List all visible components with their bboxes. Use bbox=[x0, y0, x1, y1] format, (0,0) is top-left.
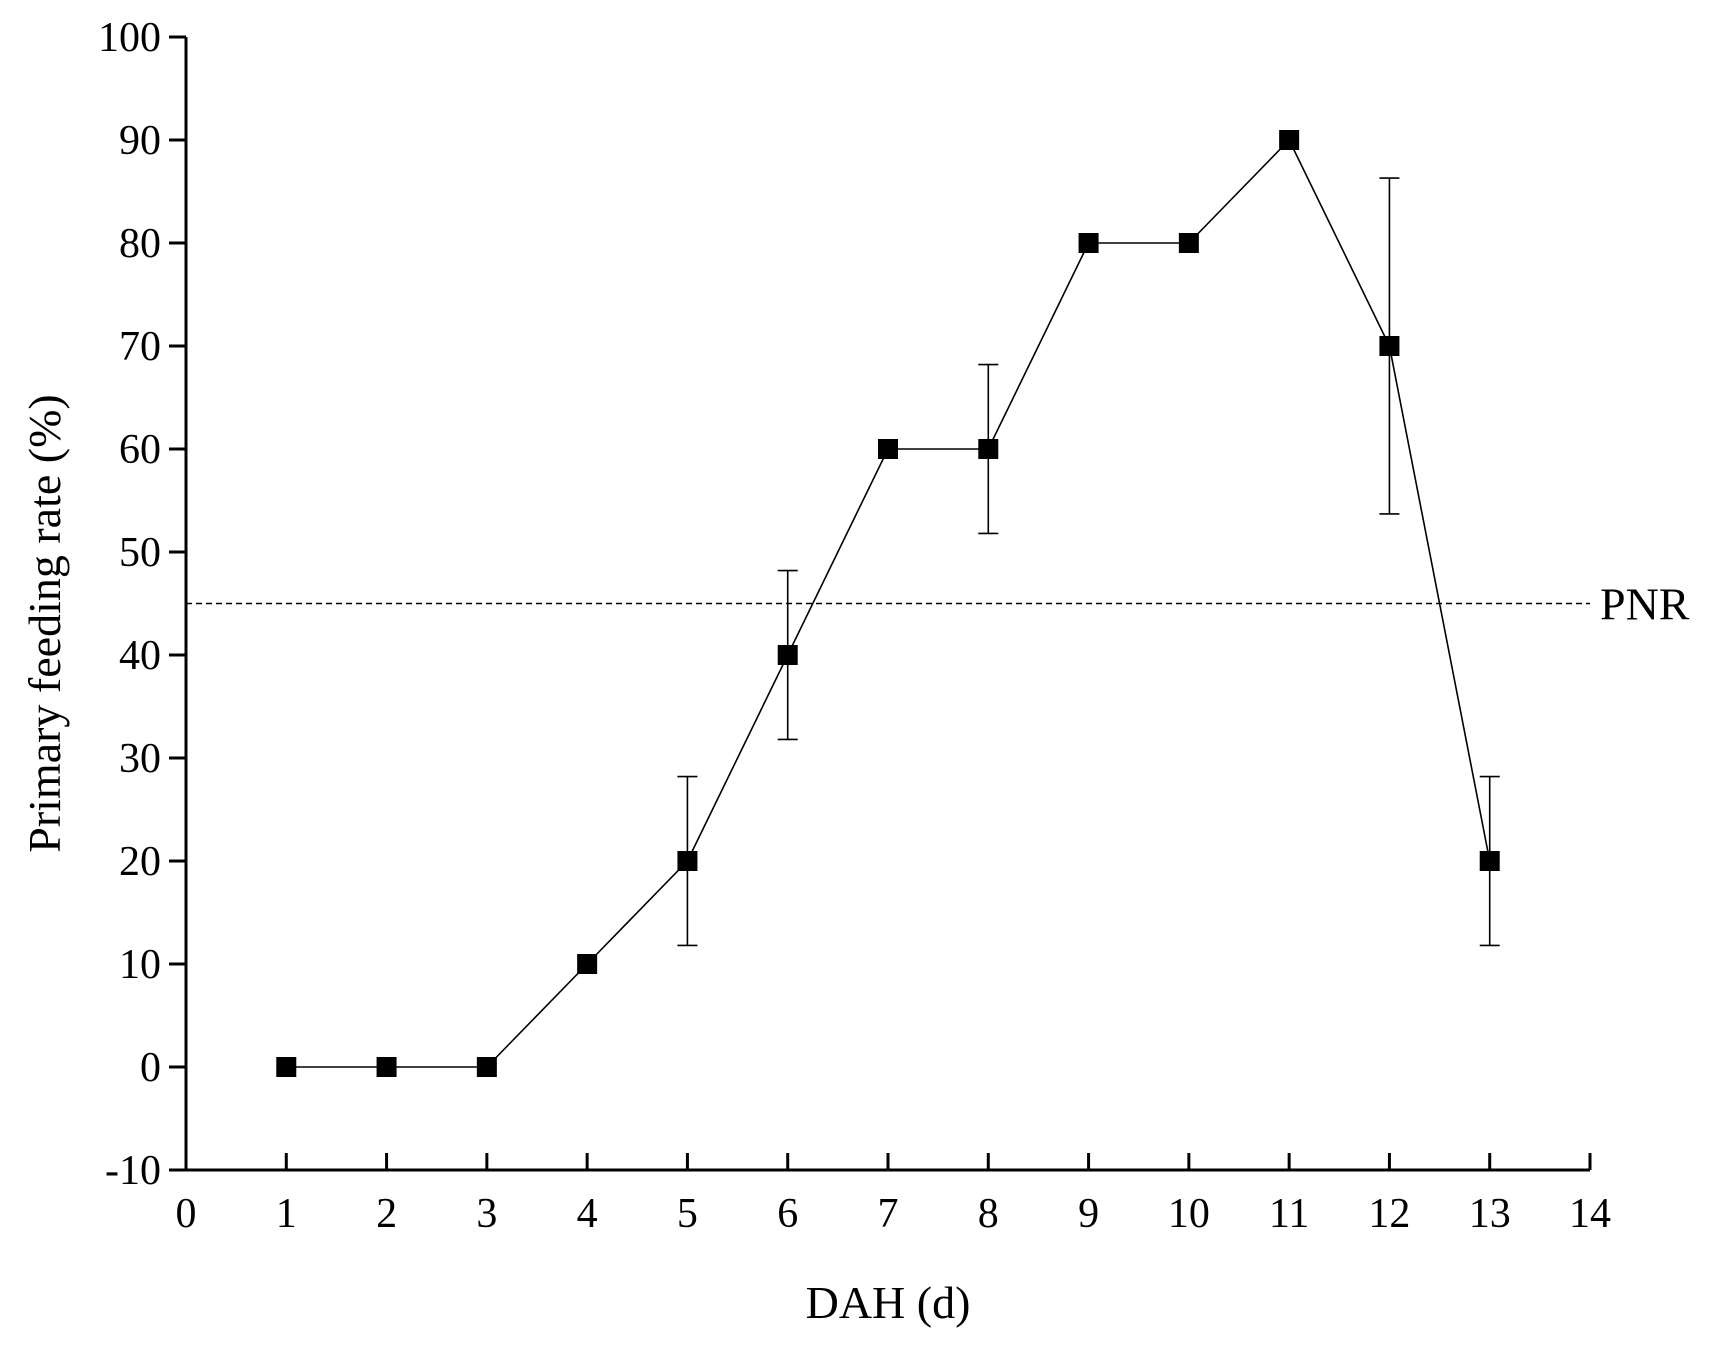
x-tick-label: 3 bbox=[476, 1191, 497, 1237]
x-tick-label: 14 bbox=[1569, 1191, 1611, 1237]
data-point bbox=[978, 439, 999, 459]
x-tick-label: 9 bbox=[1078, 1191, 1099, 1237]
data-point bbox=[376, 1057, 397, 1077]
series-group bbox=[276, 130, 1500, 1077]
y-tick-label: 60 bbox=[119, 427, 161, 473]
x-tick-label: 10 bbox=[1168, 1191, 1210, 1237]
data-point bbox=[1178, 233, 1199, 253]
data-point bbox=[1078, 233, 1099, 253]
data-point bbox=[1279, 130, 1300, 150]
y-tick-label: 20 bbox=[119, 839, 161, 885]
y-tick-label: 100 bbox=[98, 15, 161, 61]
data-point bbox=[777, 645, 798, 665]
x-axis-ticks: 0 1 2 3 4 5 6 7 8 9 10 11 12 13 14 bbox=[176, 1153, 1611, 1237]
y-tick-label: 10 bbox=[119, 942, 161, 988]
y-tick-label: 30 bbox=[119, 736, 161, 782]
y-tick-label: 80 bbox=[119, 221, 161, 267]
reference-line-group: PNR bbox=[186, 579, 1690, 630]
y-tick-label: 90 bbox=[119, 118, 161, 164]
x-tick-label: 13 bbox=[1469, 1191, 1511, 1237]
data-point bbox=[878, 439, 898, 459]
y-tick-label: -10 bbox=[105, 1148, 161, 1194]
y-axis-title: Primary feeding rate (%) bbox=[19, 394, 70, 853]
data-point bbox=[1479, 851, 1500, 871]
x-axis-title: DAH (d) bbox=[806, 1277, 971, 1328]
y-tick-label: 40 bbox=[119, 633, 161, 679]
data-point bbox=[577, 954, 598, 974]
data-point bbox=[1379, 336, 1400, 356]
data-point bbox=[276, 1057, 297, 1077]
y-tick-label: 0 bbox=[140, 1045, 161, 1091]
data-point bbox=[677, 851, 698, 871]
pnr-label: PNR bbox=[1600, 579, 1690, 630]
x-tick-label: 11 bbox=[1269, 1191, 1309, 1237]
y-tick-label: 70 bbox=[119, 324, 161, 370]
x-tick-label: 4 bbox=[577, 1191, 598, 1237]
x-tick-label: 1 bbox=[276, 1191, 297, 1237]
x-tick-label: 12 bbox=[1368, 1191, 1410, 1237]
x-tick-label: 6 bbox=[777, 1191, 798, 1237]
x-tick-label: 7 bbox=[878, 1191, 899, 1237]
x-tick-label: 8 bbox=[978, 1191, 999, 1237]
x-tick-label: 2 bbox=[376, 1191, 397, 1237]
x-tick-label: 5 bbox=[677, 1191, 698, 1237]
y-tick-label: 50 bbox=[119, 530, 161, 576]
x-tick-label: 0 bbox=[176, 1191, 197, 1237]
y-axis-ticks: -10 0 10 20 30 40 50 60 70 80 90 100 bbox=[98, 15, 186, 1194]
data-point bbox=[476, 1057, 497, 1077]
